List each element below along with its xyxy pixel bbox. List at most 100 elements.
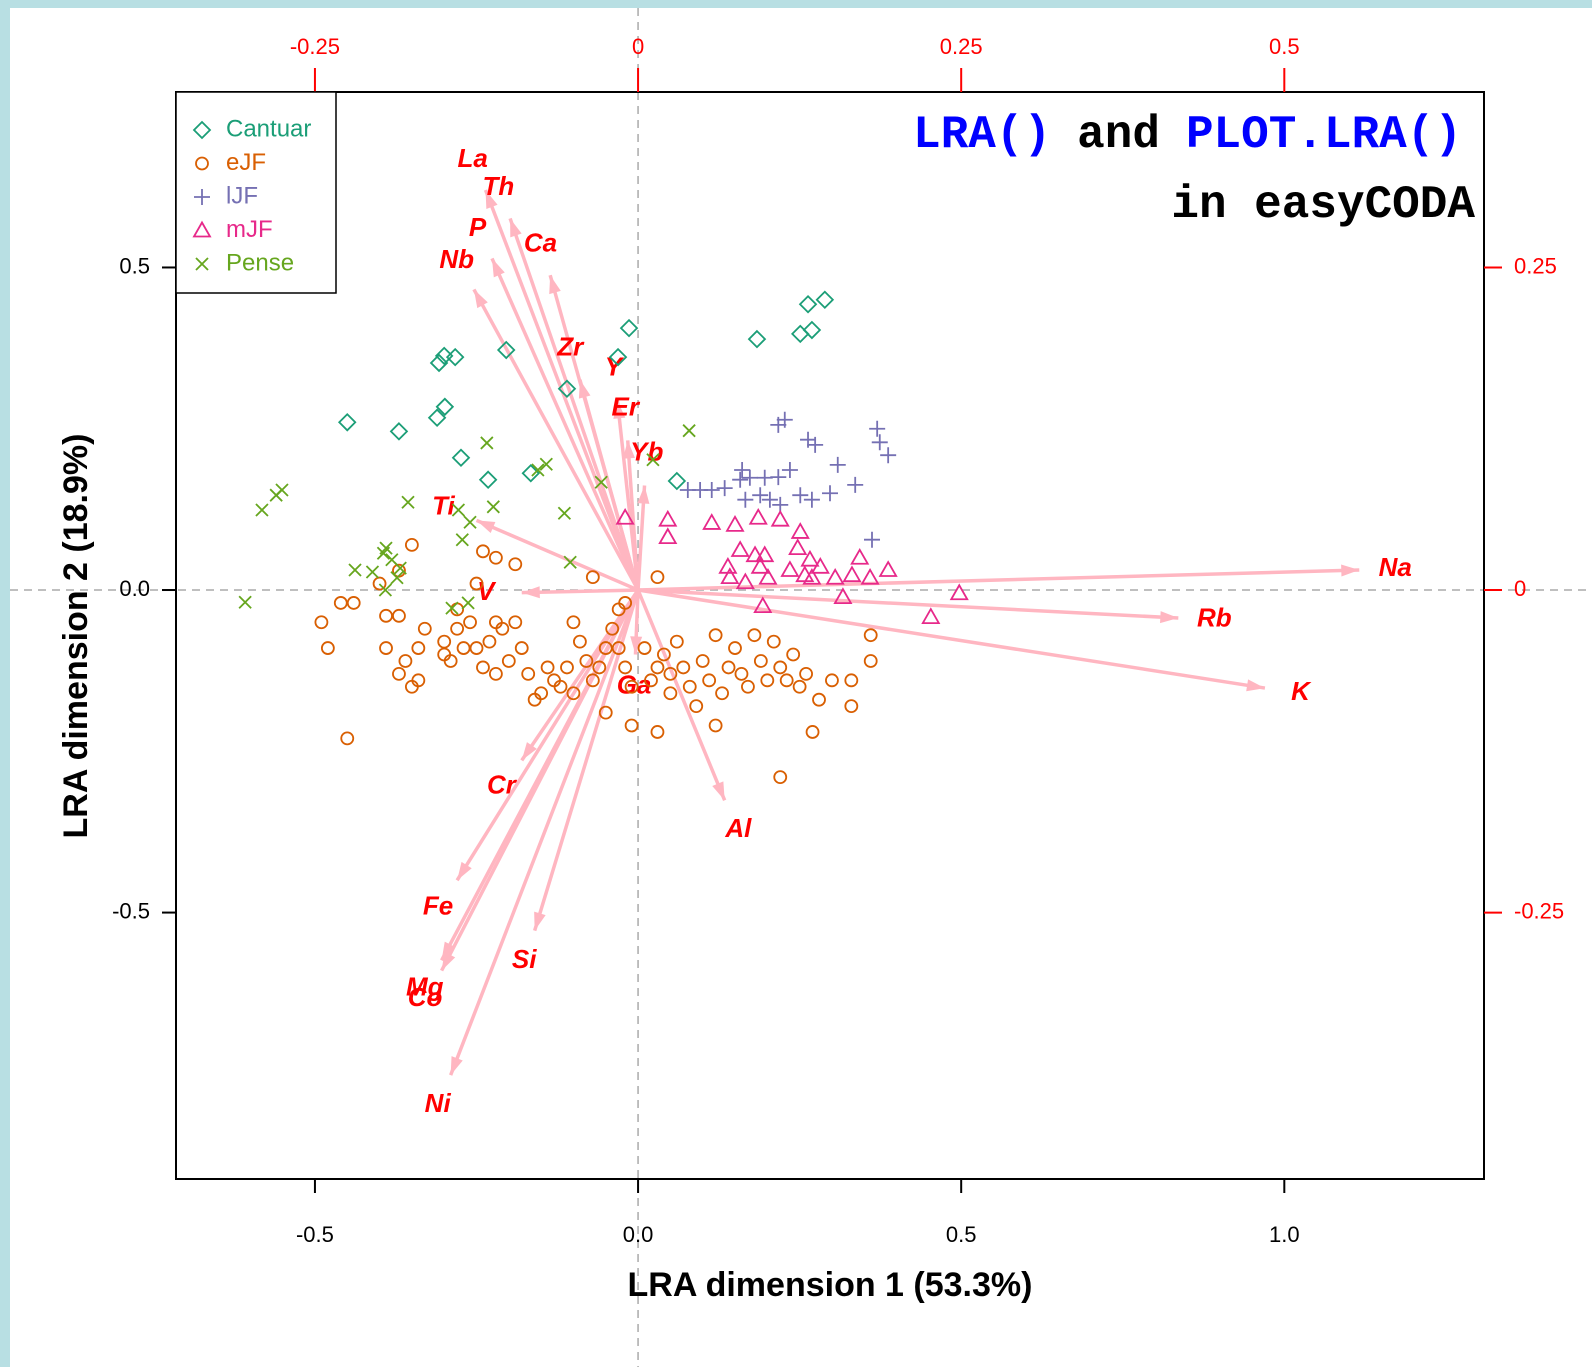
arrow-head	[637, 485, 650, 504]
legend-marker	[192, 220, 212, 238]
x-tick-label: -0.5	[296, 1222, 334, 1247]
arrow-shaft	[637, 588, 1266, 690]
arrow-shaft	[449, 589, 640, 1076]
point	[401, 495, 415, 509]
arrow-shaft	[521, 588, 639, 595]
arrow-head	[549, 275, 561, 295]
point	[669, 634, 684, 649]
point	[844, 673, 859, 688]
point	[803, 491, 820, 508]
point	[682, 424, 696, 438]
arrow-label: Al	[724, 813, 752, 843]
point	[553, 679, 568, 694]
point	[780, 560, 800, 577]
point	[598, 705, 613, 720]
point	[657, 647, 671, 662]
arrow-shaft	[625, 440, 640, 591]
title-part: PLOT.LRA()	[1186, 109, 1462, 161]
legend-marker	[195, 156, 209, 171]
arrow-shaft	[532, 589, 640, 932]
point	[708, 628, 723, 643]
arrow-head	[622, 440, 635, 459]
point	[650, 725, 665, 739]
point	[741, 679, 755, 694]
point	[689, 699, 704, 714]
point	[476, 544, 490, 559]
point	[825, 567, 845, 585]
point	[755, 545, 775, 563]
point	[539, 457, 553, 471]
point	[747, 628, 762, 643]
arrow-head	[457, 861, 472, 881]
y-tick-label: 0.5	[119, 253, 150, 278]
point	[829, 456, 846, 473]
arrow-label: Fe	[423, 890, 453, 920]
point	[748, 507, 768, 525]
point	[752, 487, 769, 504]
point	[392, 666, 406, 681]
point	[773, 660, 788, 675]
point	[392, 608, 406, 623]
point	[451, 503, 466, 517]
point	[255, 503, 269, 517]
point	[619, 318, 639, 338]
point	[682, 679, 697, 694]
point	[735, 572, 755, 590]
point	[573, 634, 587, 649]
point	[650, 570, 665, 585]
arrow-head	[485, 190, 498, 210]
point	[708, 718, 723, 733]
point	[658, 527, 678, 545]
point	[389, 422, 409, 441]
point	[702, 673, 717, 688]
point	[788, 538, 808, 555]
y2-tick-label: 0	[1514, 576, 1526, 601]
point	[478, 470, 498, 489]
legend-marker	[194, 189, 210, 205]
point	[800, 431, 817, 448]
point	[871, 434, 888, 451]
point	[860, 567, 880, 585]
point	[437, 634, 452, 649]
point	[445, 347, 465, 367]
arrow-label: Rb	[1197, 603, 1232, 633]
arrow-label: Mg	[406, 971, 444, 1001]
arrow-head	[521, 742, 537, 761]
arrow-label: Yb	[630, 436, 663, 466]
point	[792, 487, 809, 504]
point	[833, 587, 853, 605]
axes: -0.5 0.0 0.5 1.0 -0.5 0.0 0.5 -0.25 0 0.25 0.5 -0.2…	[112, 34, 1564, 1247]
point	[495, 621, 510, 636]
point	[592, 660, 607, 675]
point	[658, 509, 678, 527]
arrow-head	[476, 520, 496, 533]
x-tick-label: 0.5	[946, 1222, 977, 1247]
point	[802, 567, 822, 585]
point	[921, 607, 941, 625]
point	[812, 692, 826, 707]
x-tick-label: 0.0	[623, 1222, 654, 1247]
title-part: LRA()	[913, 109, 1051, 161]
point	[429, 353, 449, 373]
point	[435, 397, 455, 417]
point	[337, 413, 357, 432]
point	[486, 500, 500, 514]
point	[695, 654, 710, 668]
arrow-head	[712, 781, 725, 801]
point	[750, 556, 770, 574]
point	[404, 537, 419, 552]
arrow-label: Cr	[487, 770, 518, 800]
point	[732, 471, 749, 488]
point	[766, 634, 781, 649]
legend-marker	[192, 120, 212, 140]
y-tick-label: -0.5	[112, 898, 150, 923]
arrow-shaft	[636, 589, 727, 801]
point	[720, 567, 740, 585]
point	[488, 666, 503, 681]
chart-title: LRA() and PLOT.LRA()	[913, 109, 1462, 161]
point	[618, 660, 633, 675]
point	[348, 563, 362, 577]
point	[378, 583, 393, 597]
point	[844, 699, 859, 714]
arrow-label: Nb	[439, 244, 474, 274]
